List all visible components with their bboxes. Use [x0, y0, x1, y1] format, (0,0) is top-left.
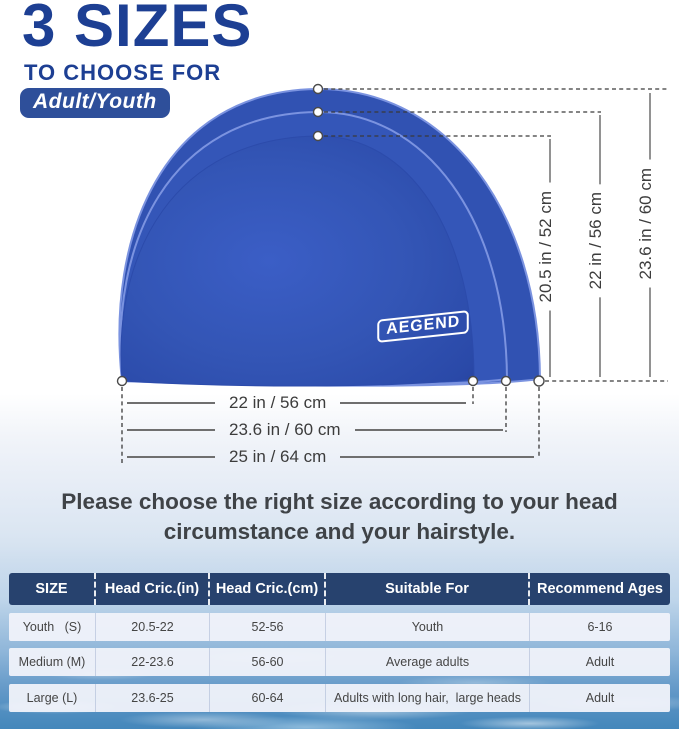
table-row-medium: Medium (M) 22-23.6 56-60 Average adults … [9, 648, 670, 676]
width-label-large: 25 in / 64 cm [229, 447, 327, 466]
height-label-medium: 22 in / 56 cm [586, 184, 606, 298]
cap-small [120, 135, 475, 387]
table-cell: Adult [585, 655, 615, 669]
header-cell-suitable-for: Suitable For [326, 573, 530, 605]
table-row-youth: Youth (S) 20.5-22 52-56 Youth 6-16 [9, 613, 670, 641]
table-cell: Youth [326, 613, 530, 641]
table-row-large: Large (L) 23.6-25 60-64 Adults with long… [9, 684, 670, 712]
table-cell: 6-16 [587, 620, 613, 634]
size-note-line2: circumstance and your hairstyle. [163, 518, 516, 544]
measure-line [340, 456, 534, 458]
main-title: 3 SIZES [22, 0, 253, 59]
table-cell: Adults with long hair, large heads [326, 684, 530, 712]
measure-line [127, 429, 215, 431]
anchor-dots [116, 83, 545, 387]
table-cell: Medium (M) [9, 648, 96, 676]
adult-youth-badge: Adult/Youth [20, 88, 170, 118]
width-measure-row-medium: 23.6 in / 60 cm [127, 418, 503, 442]
table-cell: Average adults [326, 648, 530, 676]
table-cell: Youth (S) [9, 613, 96, 641]
subtitle: TO CHOOSE FOR [24, 60, 222, 85]
size-note: Please choose the right size according t… [0, 487, 679, 547]
height-leader-lines [324, 88, 668, 137]
header-cell-head-cric-cm: Head Cric.(cm) [210, 573, 326, 605]
width-leader-lines [121, 380, 668, 463]
measure-line [127, 456, 215, 458]
size-table: SIZE Head Cric.(in) Head Cric.(cm) Suita… [9, 573, 670, 712]
table-header-row: SIZE Head Cric.(in) Head Cric.(cm) Suita… [9, 573, 670, 605]
size-note-line1: Please choose the right size according t… [61, 489, 618, 514]
table-cell: 23.6-25 [96, 684, 210, 712]
header-cell-head-cric-in: Head Cric.(in) [96, 573, 210, 605]
table-cell: Adult [585, 691, 615, 705]
height-label-small: 20.5 in / 52 cm [536, 183, 556, 311]
table-cell: 20.5-22 [96, 613, 210, 641]
width-measure-row-small: 22 in / 56 cm [127, 391, 466, 415]
table-cell: Large (L) [9, 684, 96, 712]
table-cell: 52-56 [210, 613, 326, 641]
width-measure-row-large: 25 in / 64 cm [127, 445, 534, 469]
table-cell: 60-64 [210, 684, 326, 712]
measure-line [127, 402, 215, 404]
table-cell: 56-60 [210, 648, 326, 676]
measure-line [340, 402, 466, 404]
table-cell: 22-23.6 [96, 648, 210, 676]
width-label-medium: 23.6 in / 60 cm [229, 420, 341, 439]
measure-line [354, 429, 503, 431]
header-cell-recommend-ages: Recommend Ages [537, 581, 663, 597]
width-label-small: 22 in / 56 cm [229, 393, 327, 412]
header-cell-size: SIZE [9, 573, 96, 605]
height-label-large: 23.6 in / 60 cm [636, 160, 656, 288]
